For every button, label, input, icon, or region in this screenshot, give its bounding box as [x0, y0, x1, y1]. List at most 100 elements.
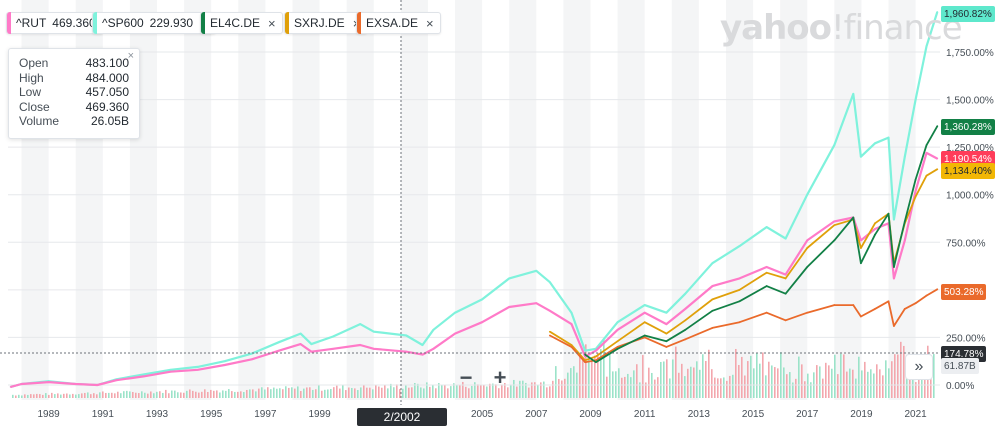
volume-bar: [900, 341, 902, 398]
volume-bar: [807, 373, 809, 398]
volume-bar: [501, 384, 503, 398]
volume-bar: [231, 391, 233, 398]
data-point: [684, 338, 687, 341]
volume-bar: [351, 387, 353, 398]
volume-bar: [699, 369, 701, 398]
volume-bar: [675, 346, 677, 398]
volume-bar: [666, 359, 668, 398]
data-point: [784, 277, 787, 280]
data-point: [535, 302, 538, 305]
volume-bar: [135, 392, 137, 398]
volume-bar: [384, 385, 386, 398]
remove-series-icon[interactable]: ×: [426, 15, 434, 31]
volume-bar: [492, 383, 494, 398]
legend-chip-exsade[interactable]: EXSA.DE ×: [356, 12, 441, 34]
volume-bar: [315, 389, 317, 398]
data-point: [665, 332, 668, 335]
volume-bar: [396, 384, 398, 398]
data-point: [643, 321, 646, 324]
flag-volume: 61.87B: [941, 358, 979, 374]
data-point: [914, 98, 917, 101]
data-point: [806, 311, 809, 314]
data-point: [421, 344, 424, 346]
volume-bar: [339, 388, 341, 398]
volume-bar: [477, 384, 479, 398]
data-point: [893, 218, 895, 221]
volume-bar: [855, 378, 857, 398]
volume-bar: [444, 384, 446, 398]
volume-bar: [864, 361, 866, 398]
tooltip-row: High 484.000: [19, 71, 129, 86]
volume-bar: [312, 389, 314, 398]
volume-bar: [57, 393, 59, 398]
tooltip-close-icon[interactable]: ×: [127, 50, 134, 62]
legend-chip-el4cde[interactable]: EL4C.DE ×: [200, 12, 283, 34]
data-point: [914, 195, 917, 198]
legend-symbol: ^RUT: [16, 16, 47, 30]
volume-bar: [174, 390, 176, 398]
volume-bar: [102, 391, 104, 398]
x-tick-label: 2009: [579, 409, 602, 420]
volume-bar: [216, 390, 218, 398]
volume-bar: [333, 387, 335, 398]
expand-chart-button[interactable]: »: [905, 354, 933, 380]
volume-bar: [489, 383, 491, 398]
volume-bar: [681, 363, 683, 398]
yahoo-finance-logo: yahoo!finance: [720, 8, 963, 48]
data-point: [20, 383, 23, 385]
data-point: [852, 304, 855, 306]
legend-chip-sxrjde[interactable]: SXRJ.DE×: [284, 12, 368, 34]
year-band: [780, 0, 808, 400]
volume-bar: [177, 392, 179, 398]
volume-bar: [321, 390, 323, 398]
volume-bar: [555, 366, 557, 398]
data-point: [936, 11, 939, 13]
legend-chip-rut[interactable]: ^RUT 469.360: [6, 12, 103, 34]
year-band: [725, 0, 754, 400]
year-band: [671, 0, 699, 400]
tooltip-label: Volume: [19, 114, 60, 128]
volume-bar: [453, 383, 455, 398]
remove-series-icon[interactable]: ×: [268, 15, 276, 31]
x-tick-label: 2019: [850, 409, 873, 420]
volume-bar: [399, 389, 401, 398]
data-point: [405, 350, 408, 353]
volume-bar: [876, 364, 878, 398]
data-point: [859, 315, 862, 318]
volume-bar: [357, 390, 359, 398]
volume-bar: [552, 380, 554, 398]
tooltip-value: 457.050: [85, 85, 129, 99]
data-point: [115, 379, 118, 382]
year-band: [509, 0, 537, 400]
data-point: [833, 239, 836, 242]
zoom-in-button[interactable]: +: [493, 365, 507, 390]
data-point: [223, 364, 226, 366]
volume-bar: [222, 390, 224, 398]
volume-bar: [318, 385, 320, 398]
data-point: [833, 224, 836, 227]
data-point: [784, 237, 787, 240]
legend-symbol: EL4C.DE: [210, 16, 261, 30]
volume-bar: [744, 375, 746, 398]
data-point: [893, 325, 895, 327]
volume-bar: [54, 394, 56, 398]
data-point: [454, 332, 456, 335]
volume-bar: [432, 385, 434, 398]
volume-bar: [411, 387, 413, 398]
volume-bar: [894, 354, 896, 398]
volume-bar: [402, 388, 404, 398]
zoom-out-button[interactable]: −: [459, 365, 473, 390]
volume-bar: [531, 382, 533, 398]
volume-bar: [165, 389, 167, 398]
volume-bar: [417, 383, 419, 398]
x-tick-label: 2005: [471, 409, 494, 420]
data-point: [936, 125, 939, 128]
volume-bar: [264, 389, 266, 398]
tooltip-value: 483.100: [85, 56, 129, 70]
volume-bar: [327, 389, 329, 398]
volume-bar: [837, 374, 839, 398]
data-point: [584, 361, 586, 364]
volume-bar: [912, 374, 914, 398]
